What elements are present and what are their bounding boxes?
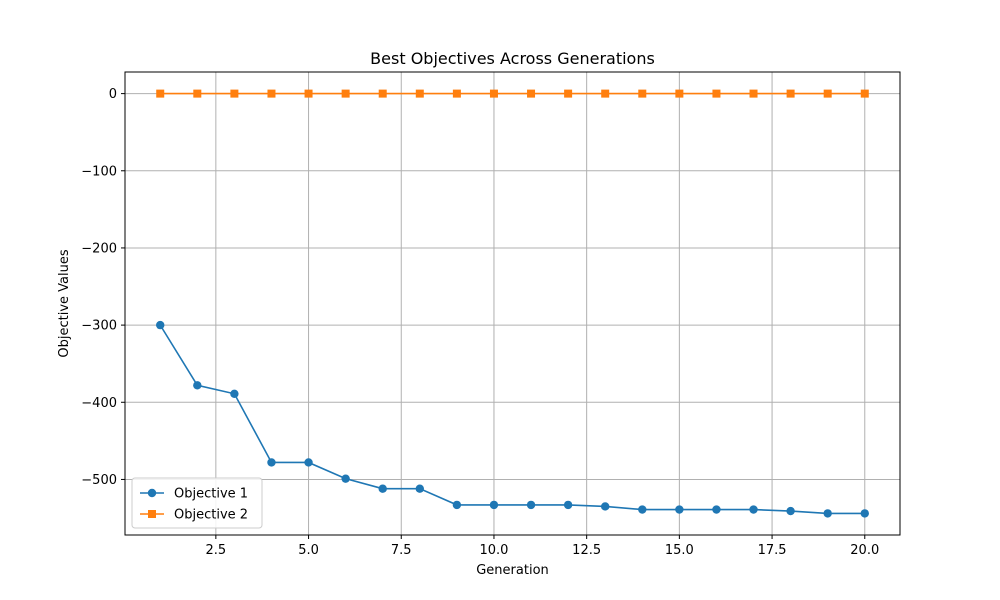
x-tick-label: 17.5 xyxy=(758,543,787,558)
x-tick-label: 10.0 xyxy=(479,543,508,558)
x-tick-label: 2.5 xyxy=(206,543,227,558)
legend-marker xyxy=(147,488,157,498)
data-point xyxy=(638,89,647,98)
data-point xyxy=(749,505,758,514)
legend: Objective 1 Objective 2 xyxy=(131,477,263,529)
y-tick-label: −200 xyxy=(81,241,117,256)
data-point xyxy=(786,506,795,516)
data-point xyxy=(489,89,498,98)
data-point xyxy=(601,89,610,98)
data-point xyxy=(193,381,202,390)
y-tick-label: −400 xyxy=(81,396,117,411)
data-point xyxy=(452,500,462,510)
y-tick-label: −100 xyxy=(81,164,117,179)
data-point xyxy=(230,389,239,398)
data-point xyxy=(749,89,758,98)
y-axis-label: Objective Values xyxy=(57,249,72,357)
axis-ticks: 2.5 5.0 7.5 10.0 12.5 15.0 17.5 20.0 0 −100 −200 −3… xyxy=(81,87,879,558)
data-point xyxy=(712,89,721,98)
data-point xyxy=(563,500,573,510)
x-axis-label: Generation xyxy=(476,563,549,578)
data-point xyxy=(304,89,313,98)
data-point xyxy=(675,89,684,98)
data-point xyxy=(564,89,573,98)
y-tick-label: −500 xyxy=(81,473,117,488)
data-point xyxy=(415,484,424,493)
data-point xyxy=(675,505,684,514)
chart-title: Best Objectives Across Generations xyxy=(370,49,655,68)
data-point xyxy=(378,89,387,98)
data-point xyxy=(304,458,313,467)
data-point xyxy=(489,500,499,510)
series-line xyxy=(159,324,865,515)
data-point xyxy=(452,89,461,98)
legend-label: Objective 1 xyxy=(174,487,248,502)
data-point xyxy=(156,320,165,330)
data-point xyxy=(823,89,832,98)
data-point xyxy=(267,89,276,98)
data-point xyxy=(341,474,350,483)
x-tick-label: 20.0 xyxy=(850,543,879,558)
legend-item: Objective 2 xyxy=(140,508,248,523)
plot-series xyxy=(156,89,869,518)
data-point xyxy=(527,89,536,98)
series-2 xyxy=(156,89,869,98)
data-point xyxy=(860,509,869,518)
plot-frame xyxy=(124,71,901,536)
x-tick-label: 7.5 xyxy=(391,543,412,558)
data-point xyxy=(415,89,424,98)
x-tick-label: 5.0 xyxy=(298,543,319,558)
x-tick-label: 15.0 xyxy=(665,543,694,558)
legend-box xyxy=(131,477,263,529)
data-point xyxy=(601,502,610,511)
data-point xyxy=(823,509,832,518)
data-point xyxy=(860,89,869,98)
y-tick-label: −300 xyxy=(81,319,117,334)
data-point xyxy=(712,505,721,514)
legend-marker xyxy=(148,510,156,518)
data-point xyxy=(526,500,536,510)
data-point xyxy=(786,89,795,98)
y-tick-label: 0 xyxy=(109,87,117,102)
data-point xyxy=(193,89,202,98)
data-point xyxy=(156,89,165,98)
data-point xyxy=(267,458,276,467)
series-1 xyxy=(156,320,869,518)
data-point xyxy=(638,505,647,514)
data-point xyxy=(230,89,239,98)
legend-label: Objective 2 xyxy=(174,508,248,523)
data-point xyxy=(341,89,350,98)
x-tick-label: 12.5 xyxy=(572,543,601,558)
legend-item: Objective 1 xyxy=(140,487,248,502)
data-point xyxy=(378,484,387,493)
